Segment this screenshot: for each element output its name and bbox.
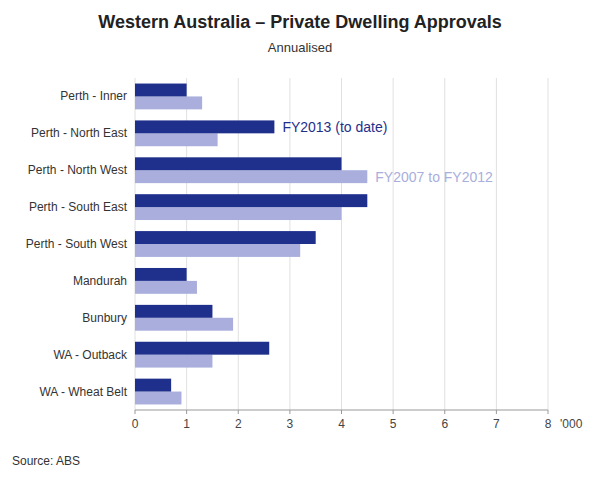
bar (135, 231, 316, 244)
bar (135, 305, 212, 318)
bar (135, 355, 212, 368)
tick-mark (238, 410, 239, 414)
category-label: Perth - South East (29, 200, 128, 214)
title: Western Australia – Private Dwelling App… (98, 12, 501, 32)
bar (135, 268, 187, 281)
axis-label: '000 (560, 417, 583, 431)
category-label: Bunbury (82, 311, 127, 325)
tick-label: 7 (493, 417, 500, 431)
bar (135, 194, 367, 207)
category-label: Perth - Inner (60, 89, 127, 103)
bar (135, 342, 269, 355)
subtitle: Annualised (268, 40, 332, 55)
tick-mark (341, 410, 342, 414)
bar (135, 96, 202, 109)
tick-label: 6 (441, 417, 448, 431)
grid-line (393, 78, 394, 410)
category-label: WA - Wheat Belt (39, 385, 127, 399)
category-label: Perth - North East (31, 126, 128, 140)
chart: Western Australia – Private Dwelling App… (0, 0, 600, 479)
series-label: FY2007 to FY2012 (375, 169, 493, 185)
tick-mark (548, 410, 549, 414)
bar (135, 133, 218, 146)
category-label: WA - Outback (53, 348, 128, 362)
tick-label: 5 (390, 417, 397, 431)
tick-label: 4 (338, 417, 345, 431)
bar (135, 392, 181, 405)
grid-line (444, 78, 445, 410)
x-axis (135, 410, 548, 411)
bar (135, 318, 233, 331)
source: Source: ABS (12, 454, 80, 468)
bar (135, 379, 171, 392)
tick-mark (393, 410, 394, 414)
grid-line (548, 78, 549, 410)
tick-label: 8 (545, 417, 552, 431)
grid-line (496, 78, 497, 410)
bar (135, 120, 274, 133)
tick-label: 3 (287, 417, 294, 431)
tick-mark (496, 410, 497, 414)
bar (135, 244, 300, 257)
category-label: Perth - North West (28, 163, 128, 177)
tick-mark (135, 410, 136, 414)
bar (135, 157, 342, 170)
category-label: Mandurah (73, 274, 127, 288)
bar (135, 207, 342, 220)
tick-mark (186, 410, 187, 414)
tick-label: 0 (132, 417, 139, 431)
bar (135, 84, 187, 97)
series-label: FY2013 (to date) (282, 119, 387, 135)
tick-label: 2 (235, 417, 242, 431)
tick-mark (289, 410, 290, 414)
tick-mark (444, 410, 445, 414)
bar (135, 281, 197, 294)
tick-label: 1 (183, 417, 190, 431)
category-label: Perth - South West (26, 237, 128, 251)
bar (135, 170, 367, 183)
